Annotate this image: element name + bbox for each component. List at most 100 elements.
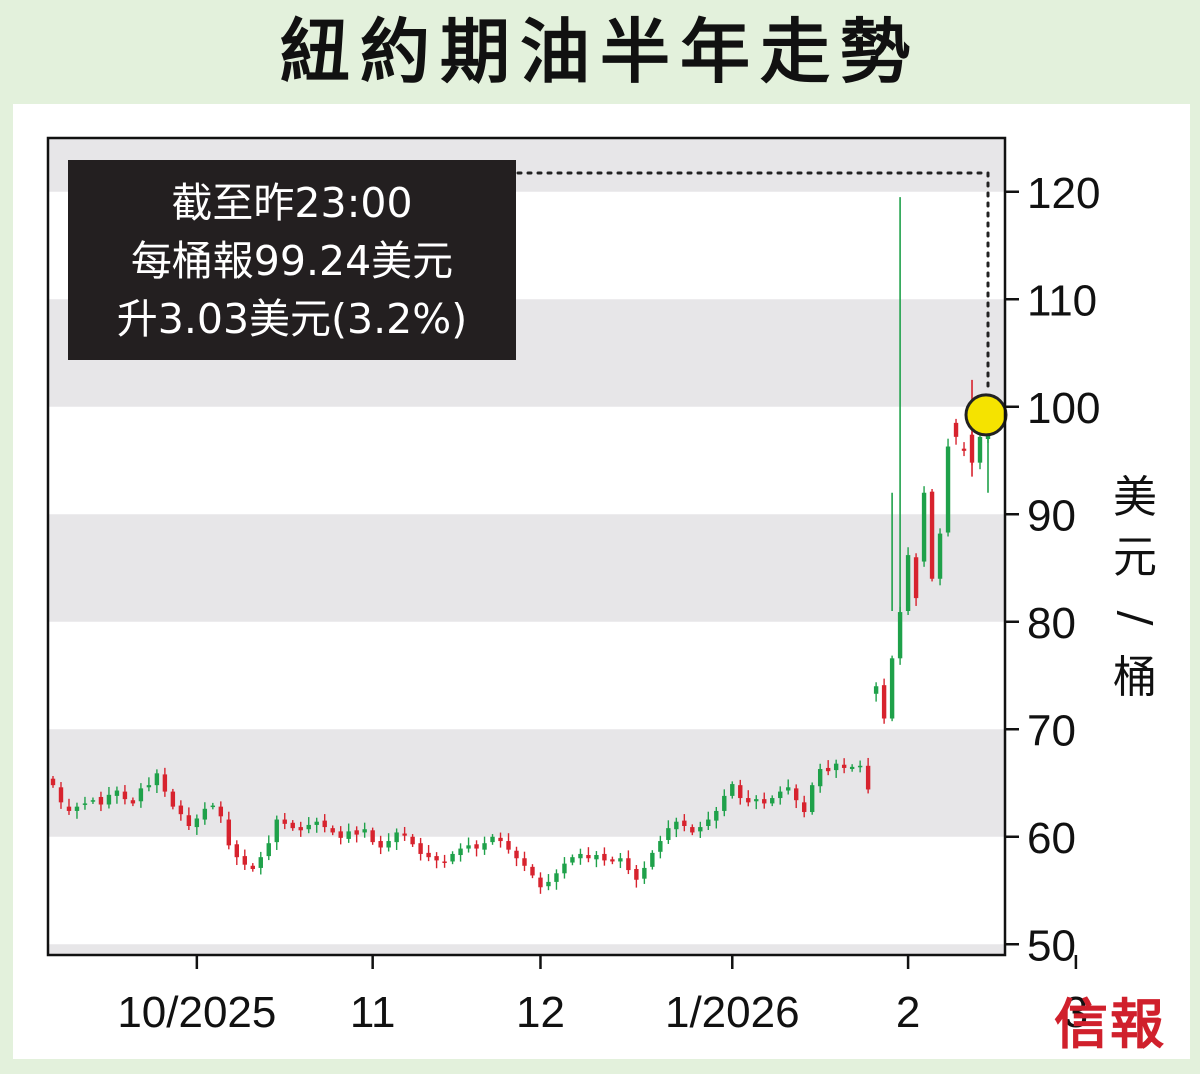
- candle: [522, 851, 527, 872]
- candle: [466, 837, 471, 853]
- candle: [106, 786, 112, 809]
- candle: [674, 817, 679, 838]
- candle-body: [138, 788, 144, 802]
- candle: [809, 782, 815, 815]
- candle: [762, 792, 767, 809]
- candle-body: [841, 764, 847, 768]
- y-tick-label: 90: [1027, 491, 1076, 540]
- y-label-char: /: [1110, 611, 1161, 626]
- candle: [290, 820, 295, 831]
- candle: [202, 802, 208, 825]
- candle: [706, 811, 711, 830]
- candle-body: [682, 820, 687, 826]
- y-tick-label: 80: [1027, 599, 1076, 648]
- candle: [90, 797, 96, 804]
- candle-body: [865, 765, 871, 790]
- candle: [234, 840, 240, 866]
- candle-body: [794, 788, 799, 801]
- candle: [58, 782, 64, 809]
- candle: [594, 851, 599, 868]
- candle-body: [282, 819, 287, 824]
- candle-body: [873, 686, 879, 694]
- grid-band: [48, 729, 1005, 837]
- candle: [714, 806, 719, 829]
- candle-body: [626, 858, 631, 871]
- candle-body: [114, 790, 120, 796]
- candle-body: [258, 857, 263, 868]
- candle-body: [354, 830, 359, 835]
- candle: [514, 846, 519, 867]
- candle-body: [578, 853, 583, 859]
- candle-body: [346, 831, 351, 839]
- candle-body: [953, 422, 959, 437]
- candle: [953, 418, 959, 445]
- candle-body: [378, 841, 383, 848]
- candle-body: [50, 778, 56, 786]
- candle-body: [306, 824, 311, 830]
- candle: [642, 861, 647, 884]
- candle: [386, 833, 391, 852]
- candle-body: [809, 785, 815, 813]
- candle: [786, 779, 791, 795]
- y-label-char: 美: [1113, 472, 1157, 523]
- candle-body: [945, 446, 951, 533]
- candle: [754, 795, 759, 810]
- candle-body: [722, 795, 727, 811]
- candle: [578, 848, 583, 865]
- axes: 50 60 70 80 90 100 110 120 10/2025 11 12 1/2026 2 3: [46, 136, 1100, 1037]
- candle-body: [466, 845, 471, 849]
- candle: [178, 800, 184, 821]
- candle: [82, 796, 88, 810]
- candle: [562, 857, 567, 879]
- candle-body: [506, 841, 511, 850]
- candle: [570, 854, 575, 866]
- candle: [658, 835, 663, 859]
- candle-body: [442, 861, 447, 863]
- y-label-char: 桶: [1113, 652, 1157, 703]
- candle: [322, 814, 327, 833]
- info-line-change: 升3.03美元(3.2%): [116, 295, 468, 343]
- x-tick-label: 10/2025: [117, 988, 276, 1037]
- candle: [378, 835, 383, 855]
- candle: [442, 854, 447, 868]
- candle: [162, 767, 168, 797]
- candle-body: [642, 867, 647, 879]
- candle-body: [386, 841, 391, 848]
- candle: [474, 840, 479, 857]
- candle-body: [738, 785, 743, 799]
- candle: [602, 847, 607, 866]
- candle-body: [186, 815, 192, 826]
- candle: [98, 791, 104, 812]
- candle-body: [849, 766, 855, 770]
- x-tick-label: 2: [896, 988, 920, 1037]
- candle: [586, 847, 591, 863]
- candle-body: [58, 787, 64, 803]
- candle-body: [546, 881, 551, 887]
- candle: [690, 824, 695, 836]
- candle-body: [202, 808, 208, 820]
- candle-body: [194, 818, 200, 828]
- candle-body: [218, 806, 224, 817]
- candle: [66, 798, 72, 815]
- candle-body: [450, 853, 455, 862]
- candle: [450, 851, 455, 865]
- candle: [554, 869, 559, 890]
- y-tick-label: 120: [1027, 169, 1100, 218]
- grid-band: [48, 944, 1005, 955]
- candle-body: [746, 798, 751, 803]
- candle: [849, 764, 855, 772]
- candle-body: [90, 800, 96, 802]
- candle-body: [162, 774, 168, 792]
- candle-body: [482, 843, 487, 850]
- candle-body: [402, 833, 407, 836]
- candle: [74, 802, 80, 819]
- candle-body: [714, 810, 719, 821]
- candle: [889, 655, 895, 722]
- candle: [546, 874, 551, 891]
- candle-body: [474, 844, 479, 849]
- candle-body: [314, 821, 319, 825]
- candle: [266, 835, 271, 861]
- candle: [873, 682, 879, 702]
- candle: [945, 438, 951, 537]
- y-tick-label: 50: [1027, 921, 1076, 970]
